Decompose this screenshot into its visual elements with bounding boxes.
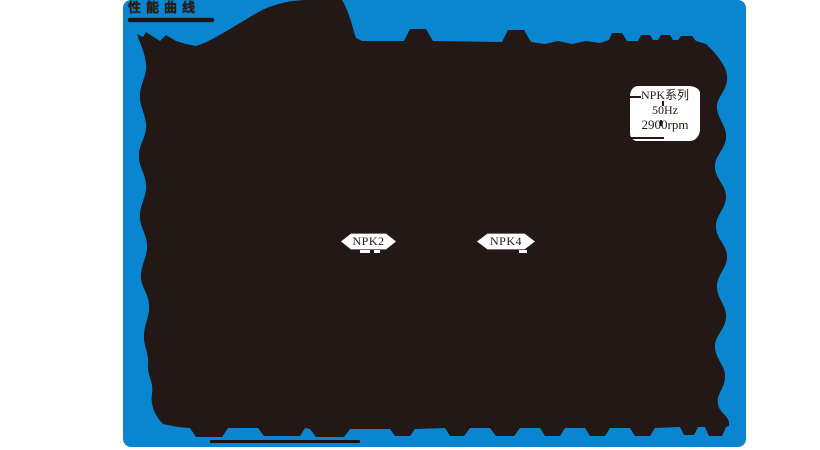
figure-title: 性能曲线 [128, 1, 201, 16]
white-speck [519, 250, 527, 253]
baseline-mark [630, 137, 664, 139]
white-speck [374, 250, 380, 253]
leader-line [628, 96, 641, 98]
curve-label-npk4-text: NPK4 [489, 234, 522, 248]
tick-mark [660, 120, 662, 126]
bottom-band-dash [210, 440, 360, 443]
legend-series-label: NPK系列 [640, 88, 689, 102]
figure-header: 性能曲线 [128, 1, 214, 22]
curve-label-npk2: NPK2 [341, 233, 396, 250]
legend-speed: 2900rpm [641, 117, 689, 132]
curve-label-npk4: NPK4 [477, 233, 535, 250]
curve-label-npk2-text: NPK2 [352, 234, 385, 248]
figure-subtitle-blob [128, 18, 214, 22]
white-speck [360, 250, 370, 253]
chart-legend-box: NPK系列 50Hz 2900rpm [628, 84, 702, 143]
legend-frequency: 50Hz [652, 103, 678, 117]
tick-mark [662, 101, 664, 106]
